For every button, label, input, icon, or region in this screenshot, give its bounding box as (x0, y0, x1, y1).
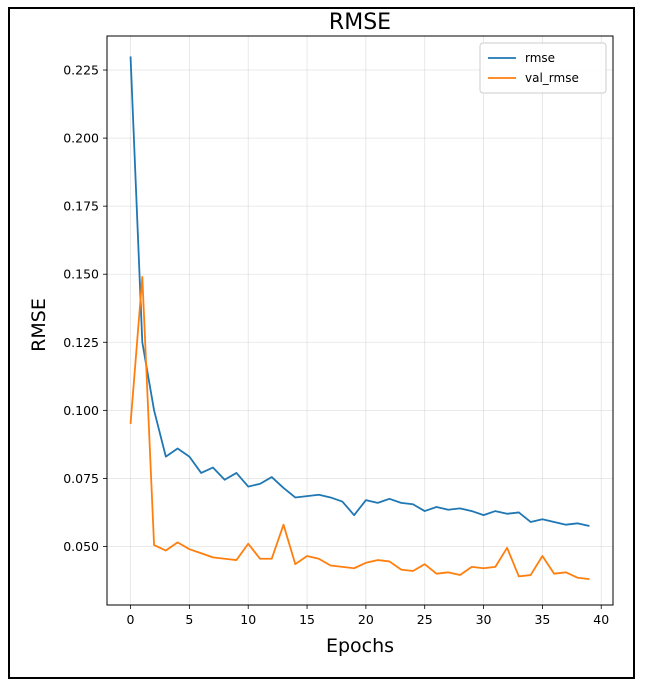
y-tick-label: 0.225 (63, 63, 99, 78)
x-tick-label: 20 (358, 612, 374, 627)
legend-box (479, 42, 607, 94)
x-tick-label: 25 (417, 612, 433, 627)
x-tick-label: 0 (127, 612, 135, 627)
legend-label-rmse: rmse (525, 51, 555, 65)
y-axis-label: RMSE (28, 298, 50, 352)
x-tick-label: 30 (476, 612, 492, 627)
x-tick-label: 35 (534, 612, 550, 627)
y-tick-label: 0.175 (63, 199, 99, 214)
y-tick-label: 0.100 (63, 403, 99, 418)
series-line-val_rmse (129, 276, 590, 581)
x-axis-label: Epochs (326, 635, 394, 657)
y-tick-label: 0.125 (63, 335, 99, 350)
x-tick-label: 10 (240, 612, 256, 627)
x-tick-label: 5 (185, 612, 193, 627)
y-tick-label: 0.200 (63, 131, 99, 146)
legend-label-val_rmse: val_rmse (525, 71, 579, 85)
axis-ticks: 0 5 10 15 20 25 30 35 40 0.050 0.075 0.100 0.125 0.15… (63, 63, 609, 627)
figure-frame (8, 7, 635, 679)
y-tick-label: 0.050 (63, 539, 99, 554)
series-lines (129, 56, 590, 581)
x-tick-label: 40 (593, 612, 609, 627)
chart-title: RMSE (329, 10, 391, 35)
y-tick-label: 0.075 (63, 471, 99, 486)
series-line-rmse (129, 56, 590, 527)
y-tick-label: 0.150 (63, 267, 99, 282)
x-tick-label: 15 (299, 612, 315, 627)
legend: rmse val_rmse (479, 42, 607, 94)
plot-area-border (106, 35, 614, 606)
